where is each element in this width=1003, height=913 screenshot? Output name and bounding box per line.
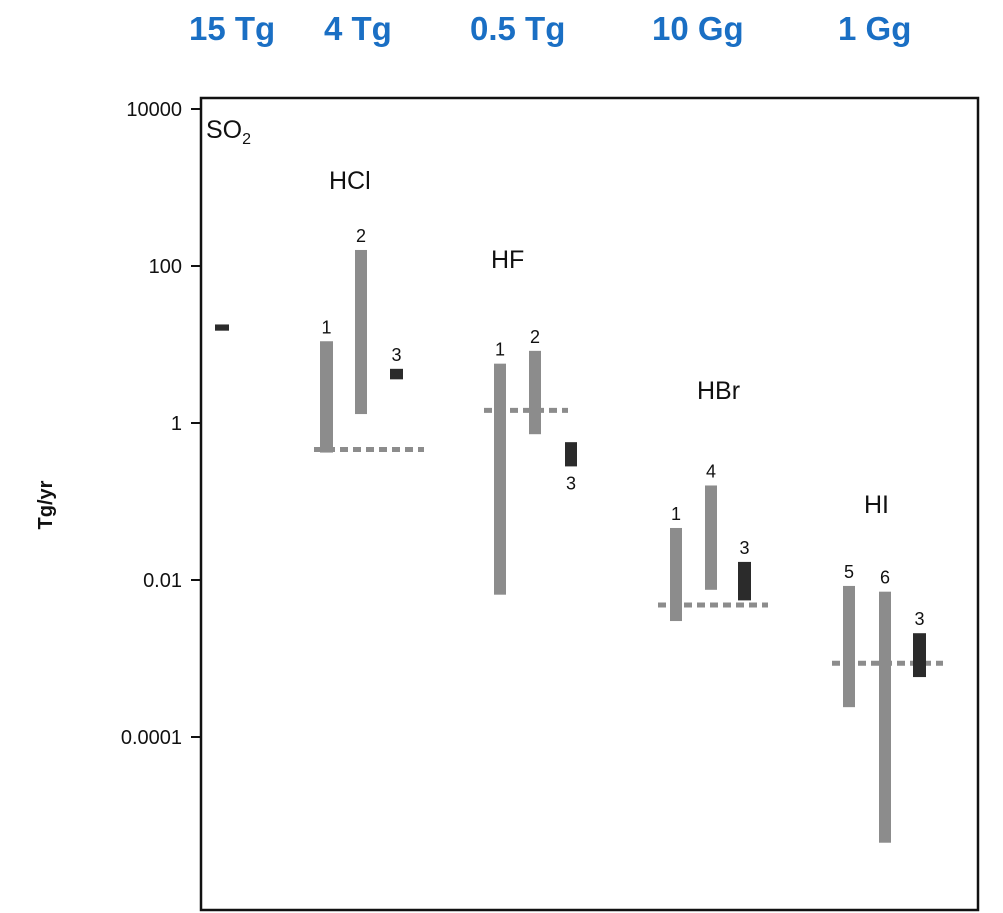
header-label-so2: 15 Tg (189, 10, 275, 47)
bar-hi-3 (913, 633, 926, 678)
bar-label-hf-2: 2 (530, 327, 540, 347)
plot-frame (199, 96, 980, 912)
bar-hbr-3 (738, 561, 751, 601)
bar-label-hi-1: 5 (844, 562, 854, 582)
bar-label-hbr-3: 3 (739, 538, 749, 558)
bar-hcl-3 (390, 368, 403, 380)
bar-label-hf-1: 1 (495, 340, 505, 360)
bar-label-hbr-2: 4 (706, 461, 716, 481)
bar-hi-2 (879, 591, 891, 843)
y-axis-label: Tg/yr (35, 480, 57, 529)
bar-label-hi-3: 3 (914, 609, 924, 629)
header-label-hi: 1 Gg (838, 10, 911, 47)
bar-hcl-1 (320, 341, 333, 453)
group-label-so2: SO2 (206, 116, 251, 148)
y-axis: 10000 100 1 0.01 0.0001 (121, 99, 201, 749)
bar-label-hcl-2: 2 (356, 226, 366, 246)
y-tick-label-1: 100 (149, 256, 182, 278)
header-label-hbr: 10 Gg (652, 10, 744, 47)
bar-hi-1 (843, 585, 855, 708)
bar-labels: 1 2 3 1 2 3 1 4 3 5 6 3 (321, 226, 924, 629)
bar-hf-2 (529, 350, 541, 435)
bar-hf-1 (494, 363, 506, 595)
bar-label-hi-2: 6 (880, 568, 890, 588)
bar-hcl-2 (355, 249, 367, 415)
bar-label-hcl-3: 3 (391, 345, 401, 365)
bar-hbr-2 (705, 485, 717, 590)
header-label-hf: 0.5 Tg (470, 10, 565, 47)
bars (215, 249, 926, 843)
group-label-hbr: HBr (697, 377, 740, 405)
bar-hbr-1 (670, 527, 682, 622)
header-labels: 15 Tg 4 Tg 0.5 Tg 10 Gg 1 Gg (189, 10, 911, 47)
header-label-hcl: 4 Tg (324, 10, 392, 47)
bar-so2-1 (215, 324, 229, 331)
group-label-hcl: HCl (329, 167, 371, 195)
y-tick-label-4: 0.0001 (121, 727, 182, 749)
y-tick-label-3: 0.01 (143, 570, 182, 592)
bar-hf-3 (565, 442, 577, 467)
group-labels: SO2 HCl HF HBr HI (206, 116, 889, 519)
bar-label-hbr-1: 1 (671, 504, 681, 524)
so2-subscript: 2 (242, 131, 251, 148)
bar-label-hcl-1: 1 (321, 317, 331, 337)
group-label-hi: HI (864, 491, 889, 519)
y-tick-label-2: 1 (171, 413, 182, 435)
y-tick-label-0: 10000 (126, 99, 182, 121)
bar-label-hf-3: 3 (566, 473, 576, 493)
group-label-hf: HF (491, 246, 524, 274)
